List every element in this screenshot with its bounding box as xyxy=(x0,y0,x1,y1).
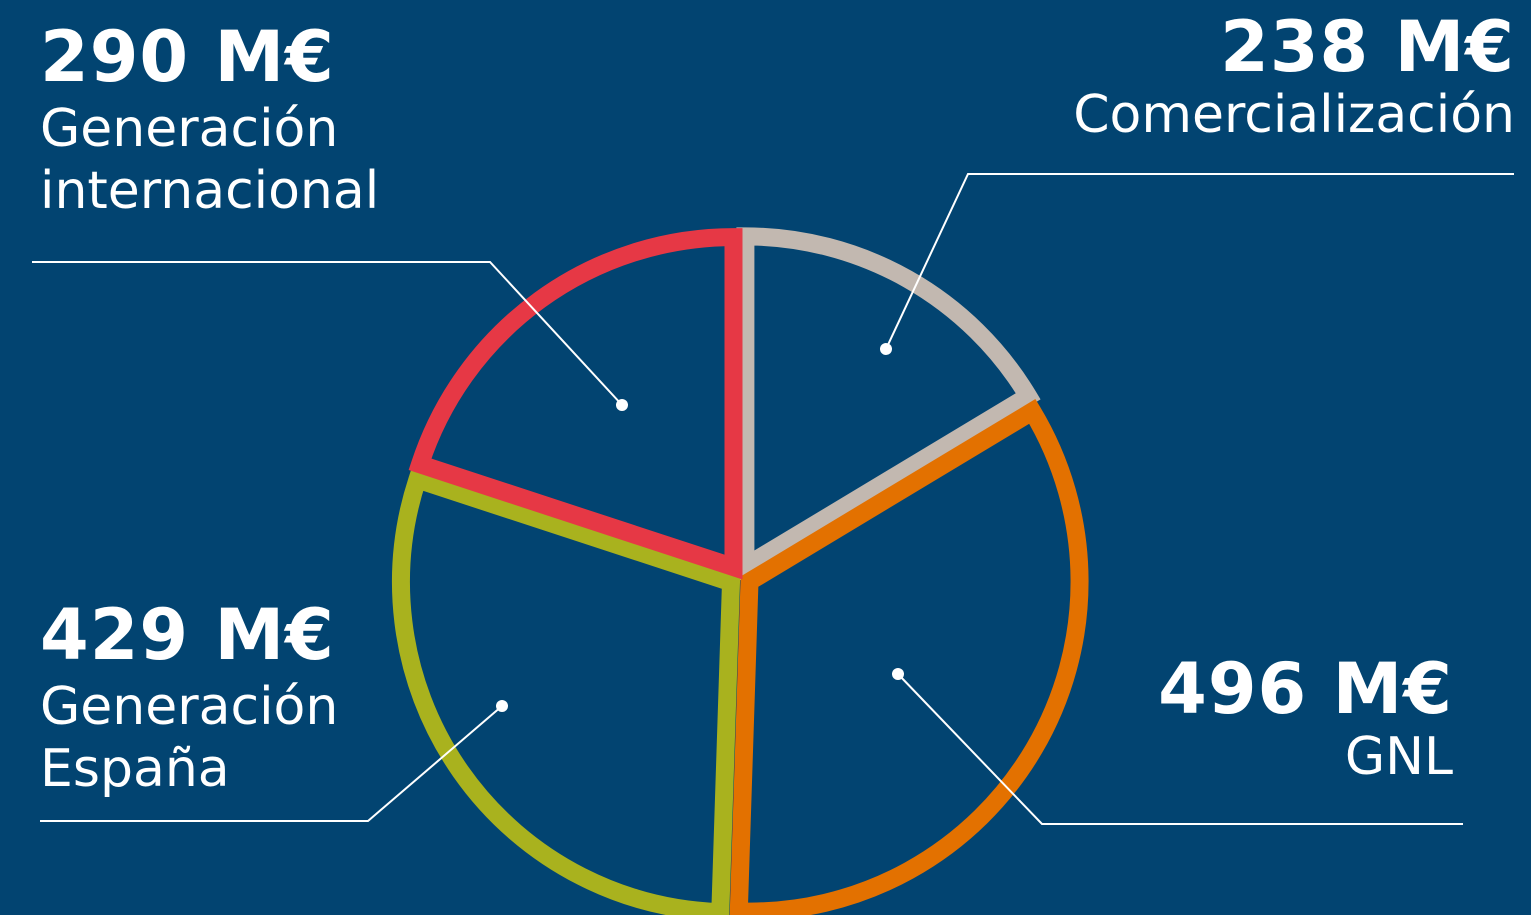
label-generacion-internacional: 290 M€ Generación internacional xyxy=(40,22,379,222)
pie-slice-generacion-internacional xyxy=(408,228,743,580)
name-generacion-internacional-line1: Generación xyxy=(40,99,339,159)
label-comercializacion: 238 M€ Comercialización xyxy=(1073,12,1515,146)
leader-line-comercializacion xyxy=(885,173,1514,350)
leader-dot-gnl xyxy=(892,668,904,680)
leader-line-generacion-espana xyxy=(40,705,503,822)
value-generacion-espana: 429 M€ xyxy=(40,594,335,676)
leader-dot-generacion-internacional xyxy=(616,399,628,411)
name-gnl: GNL xyxy=(1344,727,1453,787)
pie-slice-generacion-espana xyxy=(391,468,741,915)
label-gnl: 496 M€ GNL xyxy=(1158,654,1453,788)
value-generacion-internacional: 290 M€ xyxy=(40,16,335,98)
leader-line-gnl xyxy=(897,673,1463,825)
leader-dot-comercializacion xyxy=(880,343,892,355)
name-generacion-espana-line2: España xyxy=(40,739,230,799)
pie-slice-comercializacion xyxy=(736,227,1041,583)
value-comercializacion: 238 M€ xyxy=(1220,6,1515,88)
leader-line-generacion-internacional xyxy=(32,261,623,406)
leader-dot-generacion-espana xyxy=(496,700,508,712)
pie-slice-gnl xyxy=(729,399,1089,915)
name-generacion-internacional-line2: internacional xyxy=(40,161,380,221)
name-generacion-espana-line1: Generación xyxy=(40,677,339,737)
value-gnl: 496 M€ xyxy=(1158,648,1453,730)
name-comercializacion: Comercialización xyxy=(1073,85,1515,145)
label-generacion-espana: 429 M€ Generación España xyxy=(40,600,338,800)
